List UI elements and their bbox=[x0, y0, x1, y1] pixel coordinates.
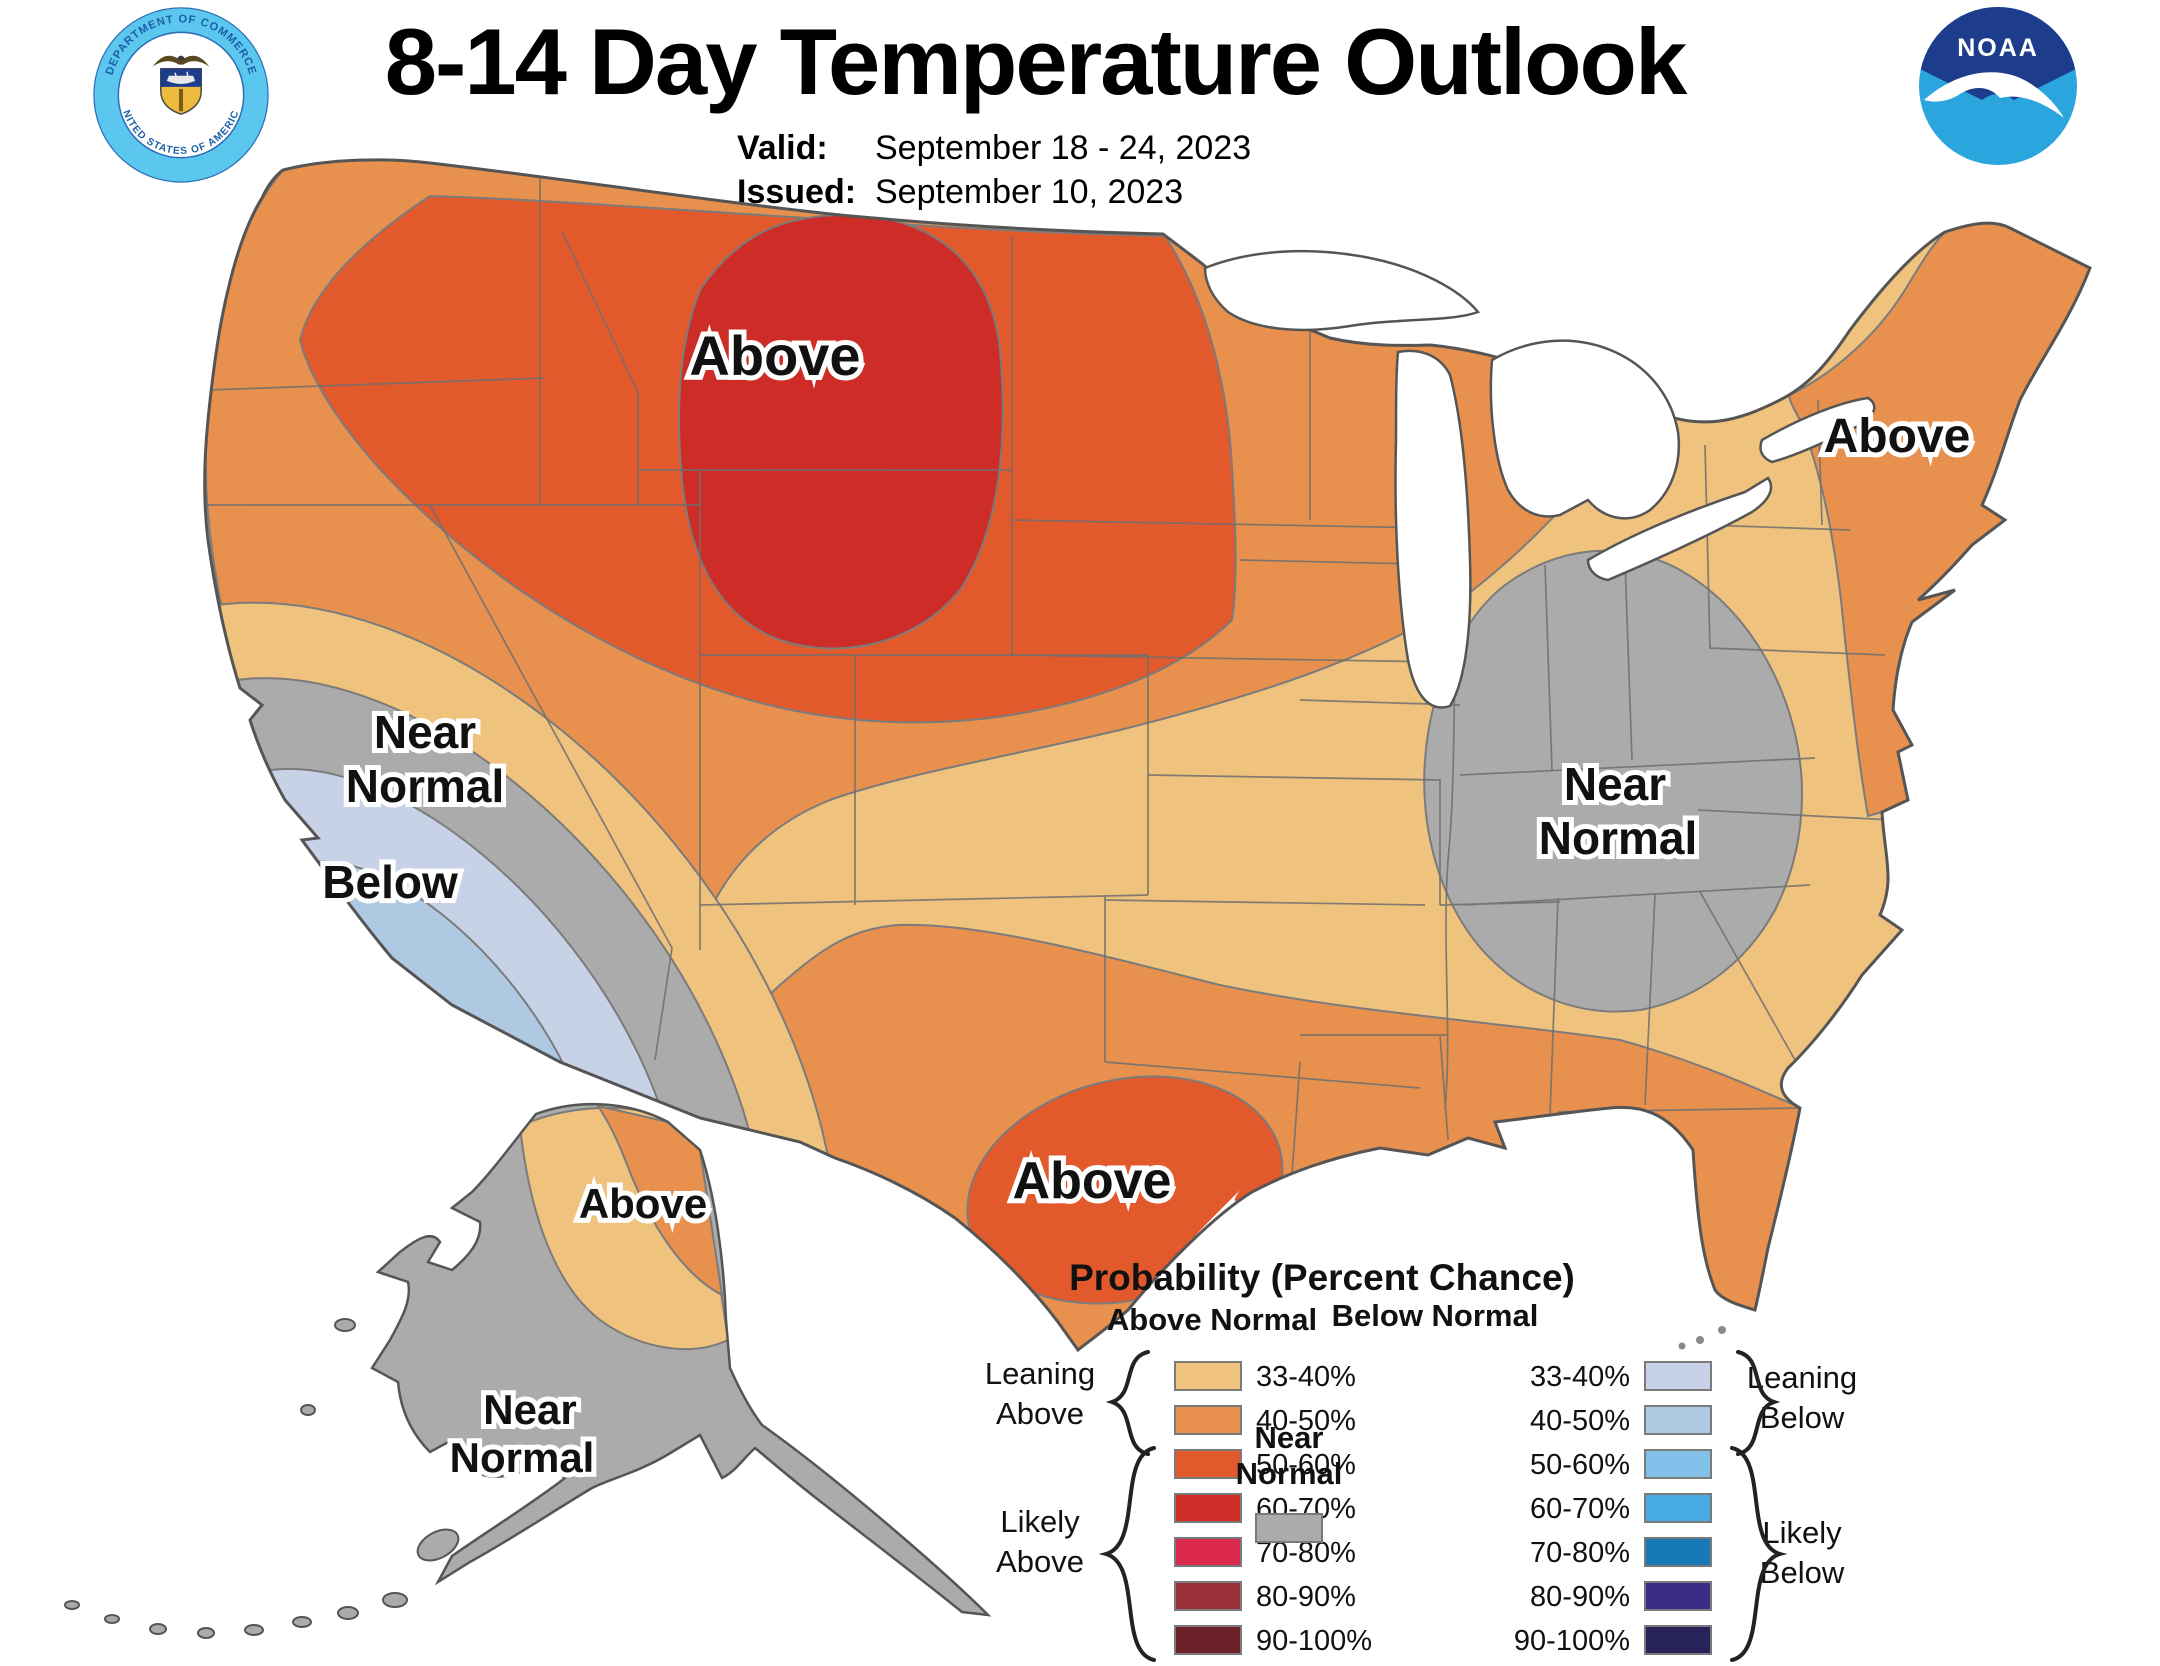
legend-likely-above-line2: Above bbox=[996, 1544, 1084, 1579]
florida-keys bbox=[1678, 1326, 1726, 1350]
legend-swatch-above-60-70 bbox=[1174, 1493, 1242, 1523]
noaa-fan bbox=[1919, 7, 2077, 100]
legend-swatch-below-60-70 bbox=[1644, 1493, 1712, 1523]
seal-shield bbox=[160, 67, 202, 116]
issued-value: September 10, 2023 bbox=[875, 173, 1184, 211]
legend-range-above-6: 90-100% bbox=[1256, 1625, 1372, 1657]
legend-above-header: Above Normal bbox=[1107, 1302, 1317, 1337]
label-alaska-near-1: Near bbox=[483, 1386, 576, 1433]
legend-swatch-above-90-100 bbox=[1174, 1625, 1242, 1655]
label-northeast-above: Above bbox=[1824, 410, 1971, 463]
lake-superior bbox=[1203, 249, 1481, 332]
southeast-near-normal-region bbox=[1423, 549, 1803, 1013]
legend-leaning-above-line2: Above bbox=[996, 1396, 1084, 1431]
legend-range-above-5: 80-90% bbox=[1256, 1581, 1356, 1613]
lake-erie bbox=[1586, 476, 1773, 582]
conus-outline bbox=[203, 158, 2092, 1353]
legend-below-ranges: 33-40% 40-50% 50-60% 60-70% 70-80% 80-90… bbox=[1514, 1361, 1630, 1657]
aleutian-islands bbox=[64, 1318, 460, 1639]
legend-range-above-1: 40-50% bbox=[1256, 1405, 1356, 1437]
legend-range-above-0: 33-40% bbox=[1256, 1361, 1356, 1393]
label-texas-above: Above bbox=[1013, 1152, 1172, 1210]
legend-range-below-3: 60-70% bbox=[1530, 1493, 1630, 1525]
validity-block: Valid: September 18 - 24, 2023 Issued: S… bbox=[737, 126, 1251, 214]
legend-swatch-above-50-60 bbox=[1174, 1449, 1242, 1479]
legend-range-below-4: 70-80% bbox=[1530, 1537, 1630, 1569]
legend-swatch-below-70-80 bbox=[1644, 1537, 1712, 1567]
label-california-near-2: Normal bbox=[346, 760, 504, 812]
lake-michigan bbox=[1394, 349, 1472, 709]
legend-range-below-6: 90-100% bbox=[1514, 1625, 1630, 1657]
great-lakes bbox=[1203, 249, 1876, 709]
legend-swatch-below-90-100 bbox=[1644, 1625, 1712, 1655]
northern-60-70-above-region bbox=[678, 213, 1004, 650]
legend: Probability (Percent Chance) Above Norma… bbox=[985, 1257, 1857, 1662]
seal-blue-band bbox=[94, 8, 268, 182]
page-title: 8-14 Day Temperature Outlook bbox=[384, 9, 1687, 114]
legend-range-below-1: 40-50% bbox=[1530, 1405, 1630, 1437]
noaa-logo: NOAA bbox=[1919, 7, 2077, 165]
legend-range-below-0: 33-40% bbox=[1530, 1361, 1630, 1393]
legend-near-normal-line1: Near bbox=[1255, 1420, 1324, 1455]
legend-below-swatches bbox=[1644, 1361, 1712, 1655]
legend-swatch-below-40-50 bbox=[1644, 1405, 1712, 1435]
label-alaska-near-2: Normal bbox=[450, 1434, 595, 1481]
lake-huron bbox=[1489, 339, 1681, 520]
brace-likely-above-icon bbox=[1098, 1446, 1156, 1662]
legend-leaning-above-line1: Leaning bbox=[985, 1356, 1095, 1391]
label-plains-above: Above bbox=[689, 324, 860, 387]
valid-label: Valid: bbox=[737, 129, 828, 167]
legend-above-ranges: 33-40% 40-50% 50-60% 60-70% 70-80% 80-90… bbox=[1256, 1361, 1372, 1657]
legend-swatch-above-40-50 bbox=[1174, 1405, 1242, 1435]
legend-above-swatches bbox=[1174, 1361, 1242, 1655]
eagle-icon bbox=[152, 55, 210, 67]
noaa-wordmark: NOAA bbox=[1957, 34, 2039, 62]
label-alaska-above: Above bbox=[579, 1180, 707, 1227]
legend-title: Probability (Percent Chance) bbox=[1069, 1257, 1575, 1298]
legend-swatch-above-70-80 bbox=[1174, 1537, 1242, 1567]
legend-leaning-below-line2: Below bbox=[1760, 1400, 1845, 1435]
brace-leaning-below-icon bbox=[1736, 1350, 1781, 1456]
alaska-outline bbox=[370, 1102, 992, 1617]
legend-likely-below-line1: Likely bbox=[1762, 1515, 1842, 1550]
valid-value: September 18 - 24, 2023 bbox=[875, 129, 1252, 167]
label-southeast-near-2: Normal bbox=[1539, 812, 1697, 864]
kodiak-island bbox=[416, 1528, 460, 1562]
legend-range-below-2: 50-60% bbox=[1530, 1449, 1630, 1481]
noaa-bird-icon bbox=[1924, 72, 2064, 118]
legend-range-below-5: 80-90% bbox=[1530, 1581, 1630, 1613]
legend-swatch-below-80-90 bbox=[1644, 1581, 1712, 1611]
commerce-seal: DEPARTMENT OF COMMERCE UNITED STATES OF … bbox=[90, 4, 269, 183]
legend-swatch-below-50-60 bbox=[1644, 1449, 1712, 1479]
legend-near-normal-swatch bbox=[1255, 1513, 1323, 1543]
brace-leaning-above-icon bbox=[1105, 1350, 1150, 1456]
legend-swatch-above-80-90 bbox=[1174, 1581, 1242, 1611]
legend-likely-below-line2: Below bbox=[1760, 1555, 1845, 1590]
lake-ontario bbox=[1759, 396, 1876, 464]
legend-likely-above-line1: Likely bbox=[1000, 1504, 1080, 1539]
alaska-40-50-above-region bbox=[595, 1104, 724, 1297]
label-southeast-near-1: Near bbox=[1564, 758, 1666, 810]
legend-range-above-2: 50-60% bbox=[1256, 1449, 1356, 1481]
legend-near-normal-line2: Normal bbox=[1236, 1456, 1343, 1491]
legend-leaning-below-line1: Leaning bbox=[1747, 1360, 1857, 1395]
legend-swatch-above-33-40 bbox=[1174, 1361, 1242, 1391]
label-california-below: Below bbox=[322, 856, 458, 908]
brace-likely-below-icon bbox=[1730, 1446, 1788, 1662]
legend-below-header: Below Normal bbox=[1332, 1298, 1539, 1333]
legend-swatch-below-33-40 bbox=[1644, 1361, 1712, 1391]
label-california-near-1: Near bbox=[374, 706, 476, 758]
